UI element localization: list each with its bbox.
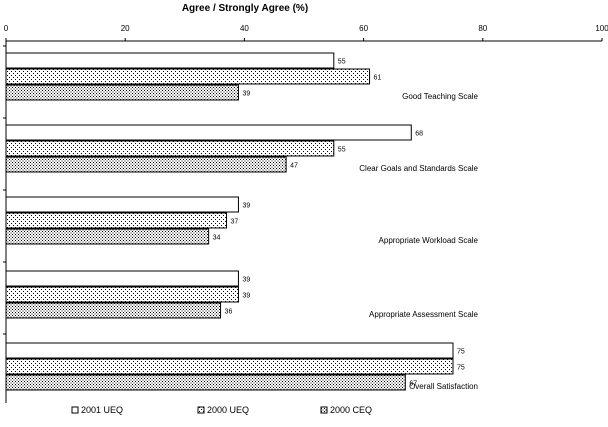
legend-label: 2001 UEQ [81,405,123,415]
bar [5,84,239,101]
bar [5,196,239,213]
data-label: 55 [338,147,346,154]
bar [5,302,222,319]
x-tick-label: 0 [4,24,9,33]
legend-label: 2000 CEQ [330,405,372,415]
data-label: 55 [338,59,346,66]
category-label: Appropriate Assessment Scale [369,310,478,319]
category-label: Overall Satisfaction [409,382,478,391]
x-tick-label: 20 [121,24,130,33]
data-label: 34 [213,235,221,242]
data-label: 75 [457,365,465,372]
legend-swatch [197,406,205,414]
data-label: 36 [225,309,233,316]
legend-swatch [71,406,79,414]
category-label: Appropriate Workload Scale [379,236,479,245]
category-label: Good Teaching Scale [402,92,478,101]
data-label: 75 [457,349,465,356]
legend-swatch [320,406,328,414]
data-label: 39 [242,91,250,98]
x-tick-label: 40 [240,24,249,33]
chart-title: Agree / Strongly Agree (%) [182,3,308,14]
data-label: 68 [415,131,423,138]
bar [5,52,335,69]
data-label: 39 [242,203,250,210]
data-label: 39 [242,277,250,284]
bars-layer: 55 61 39 Good Teaching Scale 68 55 47 Clear Goa… [5,52,479,391]
legend: 2001 UEQ 2000 UEQ 2000 CEQ [71,405,372,415]
data-label: 61 [374,75,382,82]
bar [5,342,454,359]
category-label: Clear Goals and Standards Scale [359,164,478,173]
data-label: 67 [409,381,417,388]
bar [5,68,371,85]
bar [5,228,210,245]
x-tick-label: 100 [595,24,608,33]
bar [5,156,287,173]
legend-label: 2000 UEQ [207,405,249,415]
data-label: 47 [290,163,298,170]
bar [5,374,406,391]
bar [5,286,239,303]
x-tick-label: 80 [478,24,487,33]
bar [5,270,239,287]
bar [5,212,228,229]
data-label: 37 [231,219,239,226]
x-tick-label: 60 [359,24,368,33]
bar [5,358,454,375]
bar [5,124,412,141]
bar [5,140,335,157]
data-label: 39 [242,293,250,300]
